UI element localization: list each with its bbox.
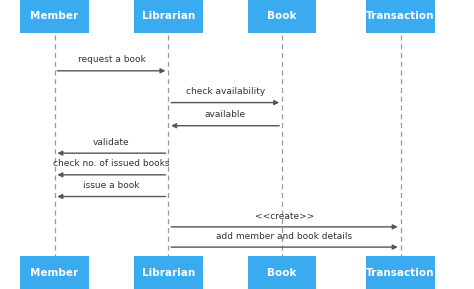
FancyBboxPatch shape xyxy=(247,0,316,32)
FancyBboxPatch shape xyxy=(20,257,89,289)
Text: issue a book: issue a book xyxy=(83,181,140,190)
FancyBboxPatch shape xyxy=(134,0,202,32)
Text: available: available xyxy=(205,110,246,119)
Text: Librarian: Librarian xyxy=(142,11,195,21)
Text: Book: Book xyxy=(267,268,297,278)
Text: check availability: check availability xyxy=(185,87,265,96)
FancyBboxPatch shape xyxy=(366,0,435,32)
FancyBboxPatch shape xyxy=(134,257,202,289)
Text: Member: Member xyxy=(30,11,79,21)
Text: Transaction: Transaction xyxy=(366,11,435,21)
Text: <<create>>: <<create>> xyxy=(255,212,314,221)
Text: Transaction: Transaction xyxy=(366,268,435,278)
Text: Book: Book xyxy=(267,11,297,21)
Text: validate: validate xyxy=(93,138,130,147)
Text: request a book: request a book xyxy=(78,55,145,64)
Text: Member: Member xyxy=(30,268,79,278)
FancyBboxPatch shape xyxy=(247,257,316,289)
FancyBboxPatch shape xyxy=(366,257,435,289)
Text: Librarian: Librarian xyxy=(142,268,195,278)
FancyBboxPatch shape xyxy=(20,0,89,32)
Text: check no. of issued books: check no. of issued books xyxy=(53,160,170,168)
Text: add member and book details: add member and book details xyxy=(216,232,353,241)
